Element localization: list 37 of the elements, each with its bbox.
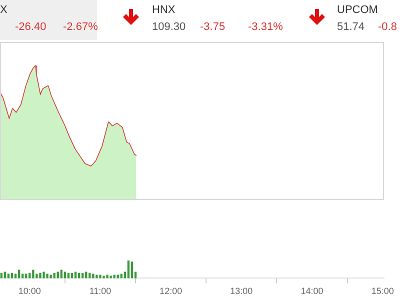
bar <box>18 270 20 278</box>
text: -2.67% <box>63 21 98 33</box>
bar <box>50 274 52 278</box>
bar <box>130 262 134 278</box>
bar <box>99 274 102 278</box>
x-tick-label: 12:00 <box>160 286 182 296</box>
text: -26.40 <box>15 21 46 33</box>
text: -0.8 <box>378 21 397 33</box>
bar <box>110 276 112 278</box>
bar <box>60 270 62 278</box>
bar <box>39 272 42 278</box>
bar <box>25 274 28 278</box>
bar <box>32 270 34 278</box>
bar <box>92 274 94 278</box>
text: -3.31% <box>248 21 283 33</box>
text: 109.30 <box>152 21 186 33</box>
bar <box>22 274 24 278</box>
bar <box>14 274 17 278</box>
x-tick-label: 15:00 <box>371 286 394 296</box>
text: HNX <box>152 4 176 16</box>
bar <box>127 260 130 278</box>
text: X <box>0 4 8 16</box>
bar <box>7 274 10 278</box>
text: -3.75 <box>200 21 226 33</box>
x-tick-label: 11:00 <box>89 286 112 296</box>
text: 51.74 <box>337 21 365 33</box>
text: UPCOM <box>337 4 378 16</box>
bar <box>120 274 122 278</box>
bar <box>96 274 98 278</box>
x-tick-label: 14:00 <box>300 286 324 296</box>
bar <box>46 274 48 278</box>
bar <box>42 272 45 278</box>
x-tick-label: 13:00 <box>230 286 253 296</box>
bar <box>102 276 105 278</box>
bar <box>36 274 38 278</box>
bar <box>106 274 108 278</box>
x-tick-label: 10:00 <box>18 286 41 296</box>
